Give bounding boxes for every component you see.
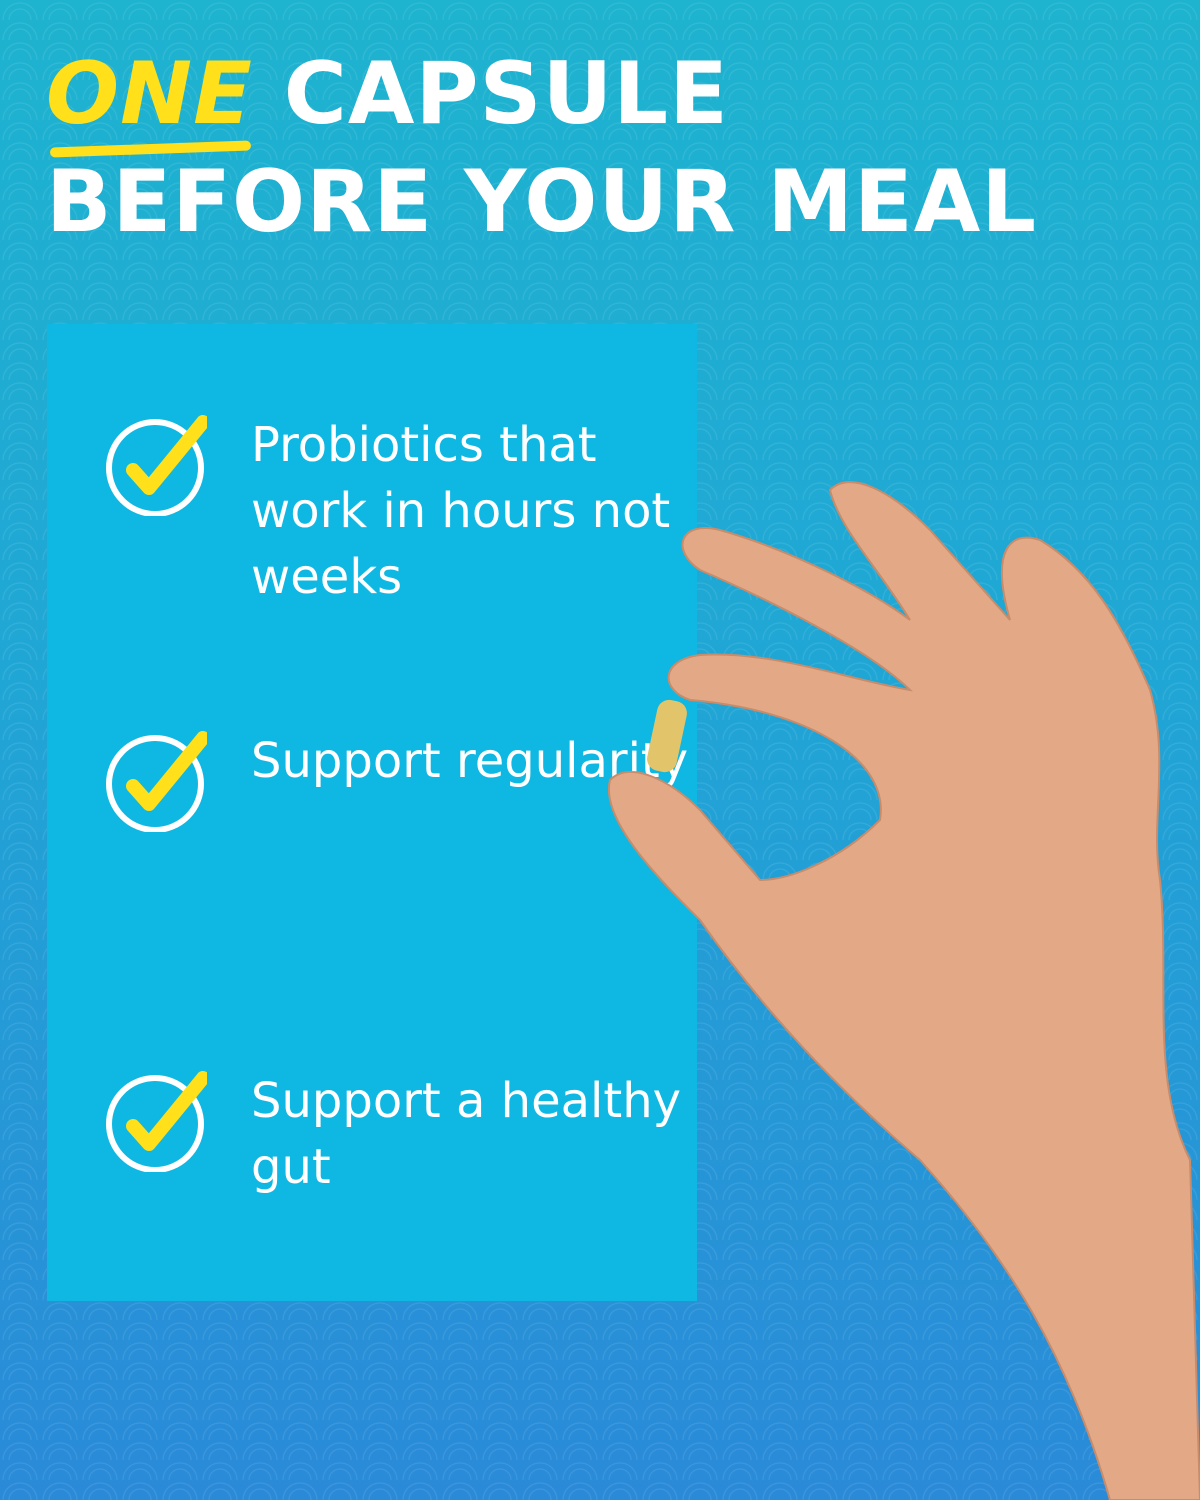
headline: ONE CAPSULE BEFORE YOUR MEAL [46,40,1037,256]
benefit-item: Support a healthy gut [103,1068,681,1195]
headline-emphasis: ONE [46,40,253,158]
benefit-text: Probiotics that work in hours not weeks [251,417,671,605]
check-circle-icon [106,1071,207,1172]
hand-holding-capsule-image [607,481,1200,1500]
capsule-icon [647,699,687,773]
benefit-item: Support regularity [103,728,688,832]
check-circle-icon [106,731,207,832]
check-circle-icon [106,415,207,516]
benefit-item: Probiotics that work in hours not weeks [103,412,670,605]
headline-line2: BEFORE YOUR MEAL [46,152,1038,252]
benefits-panel: Probiotics that work in hours not weeks … [47,324,697,1301]
benefit-text: Support a healthy gut [251,1073,682,1195]
headline-line1: CAPSULE [283,44,729,144]
